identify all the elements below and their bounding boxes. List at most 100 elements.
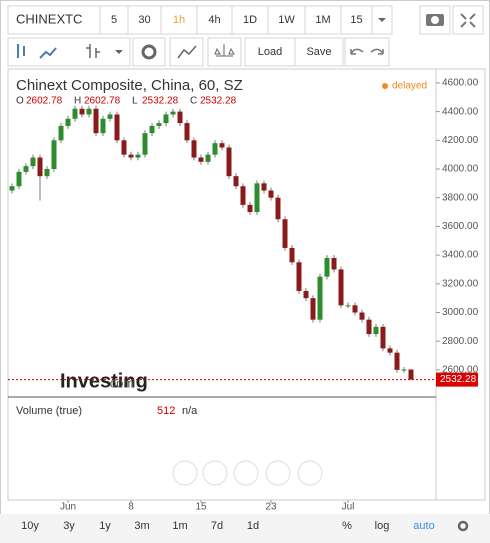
load-button[interactable]: [244, 37, 296, 67]
range-button[interactable]: 1m: [172, 520, 187, 532]
y-tick-label: 2800.00: [442, 336, 479, 347]
candle-body: [163, 114, 169, 124]
candle-body: [317, 276, 323, 320]
style-icons: [17, 44, 57, 59]
ohlc-value: 2602.78: [84, 96, 121, 107]
x-tick-label: 15: [195, 502, 207, 513]
symbol-box[interactable]: [7, 5, 101, 35]
fullscreen-button[interactable]: [452, 5, 484, 35]
candle-body: [149, 125, 155, 134]
candle-body: [387, 348, 393, 353]
candle-body: [240, 186, 246, 205]
y-tick-label: 3400.00: [442, 250, 479, 261]
save-button[interactable]: [294, 37, 344, 67]
last-price-tag: [436, 372, 478, 387]
candle-body: [142, 133, 148, 155]
candle-body: [72, 108, 78, 119]
interval-label: 1h: [173, 14, 185, 26]
delayed-dot: [382, 83, 388, 89]
candle-body: [310, 298, 316, 320]
candle-body: [37, 157, 43, 177]
candle-body: [79, 108, 85, 115]
candle-body: [121, 140, 127, 155]
range-button[interactable]: 1y: [99, 520, 111, 532]
ohlc-value: 2532.28: [200, 96, 237, 107]
load-label: Load: [258, 46, 282, 58]
candle-body: [9, 186, 15, 191]
fullscreen-icon: [460, 13, 476, 28]
x-tick-label: Jul: [342, 502, 355, 513]
volume-extra: n/a: [182, 405, 198, 417]
candle-body: [254, 183, 260, 213]
auto-toggle[interactable]: auto: [413, 520, 434, 532]
interval-button[interactable]: [196, 5, 233, 35]
candle-body: [401, 369, 407, 371]
y-tick-label: 4400.00: [442, 106, 479, 117]
interval-button[interactable]: [267, 5, 306, 35]
interval-label: 5: [111, 14, 117, 26]
interval-button[interactable]: [340, 5, 373, 35]
candle-body: [261, 183, 267, 191]
footer-gear[interactable]: [457, 520, 469, 532]
candle-body: [184, 123, 190, 141]
candle-body: [93, 108, 99, 134]
y-tick-label: 4600.00: [442, 78, 479, 89]
range-button[interactable]: 7d: [211, 520, 223, 532]
log-toggle[interactable]: log: [375, 520, 390, 532]
y-tick-label: 4200.00: [442, 135, 479, 146]
footer-bar: [0, 514, 490, 543]
candle-body: [296, 262, 302, 291]
candle-body: [247, 204, 253, 213]
candle-body: [282, 219, 288, 248]
settings-button[interactable]: [132, 37, 166, 67]
ohlc-key: O: [16, 96, 24, 107]
y-tick-label: 4000.00: [442, 164, 479, 175]
candle-body: [268, 190, 274, 198]
candle-body: [30, 157, 36, 167]
save-label: Save: [306, 46, 331, 58]
dropdown-arrow: [378, 18, 386, 22]
camera-lens: [431, 16, 439, 24]
candle-body: [135, 154, 141, 158]
candle-body: [156, 123, 162, 126]
dropdown-arrow: [115, 50, 123, 54]
volume-label: Volume (true): [16, 405, 82, 417]
interval-label: 30: [138, 14, 150, 26]
candle-body: [359, 312, 365, 320]
interval-button[interactable]: [160, 5, 198, 35]
nav-buttons[interactable]: [172, 460, 323, 486]
logo-suffix: .com: [106, 375, 134, 390]
range-button[interactable]: 3y: [63, 520, 75, 532]
candle-body: [366, 319, 372, 335]
candle-body: [205, 154, 211, 162]
range-button[interactable]: 3m: [134, 520, 149, 532]
candle-body: [380, 326, 386, 349]
candle-body: [352, 305, 358, 313]
candle-body: [16, 171, 22, 187]
candle-body: [23, 166, 29, 172]
interval-label: 1W: [278, 14, 295, 26]
candle-body: [324, 257, 330, 277]
gear-icon: [141, 44, 157, 60]
indicators-icon: [177, 45, 197, 59]
interval-button[interactable]: [231, 5, 269, 35]
range-button[interactable]: 1d: [247, 520, 259, 532]
interval-button[interactable]: [99, 5, 129, 35]
interval-button[interactable]: [304, 5, 342, 35]
undo-redo-icons: [350, 48, 384, 55]
candle-body: [100, 118, 106, 134]
chart-style-group[interactable]: [7, 37, 131, 67]
delayed: delayed: [392, 81, 427, 92]
interval-label: 15: [350, 14, 362, 26]
candle-body: [289, 247, 295, 263]
range-button[interactable]: 10y: [21, 520, 39, 532]
interval-label: 1D: [243, 14, 257, 26]
candle-body: [338, 269, 344, 306]
percent-toggle[interactable]: %: [342, 520, 352, 532]
candle-body: [65, 118, 71, 126]
interval-label: 1M: [315, 14, 330, 26]
x-tick-label: Jun: [60, 502, 76, 513]
y-tick-label: 3000.00: [442, 307, 479, 318]
